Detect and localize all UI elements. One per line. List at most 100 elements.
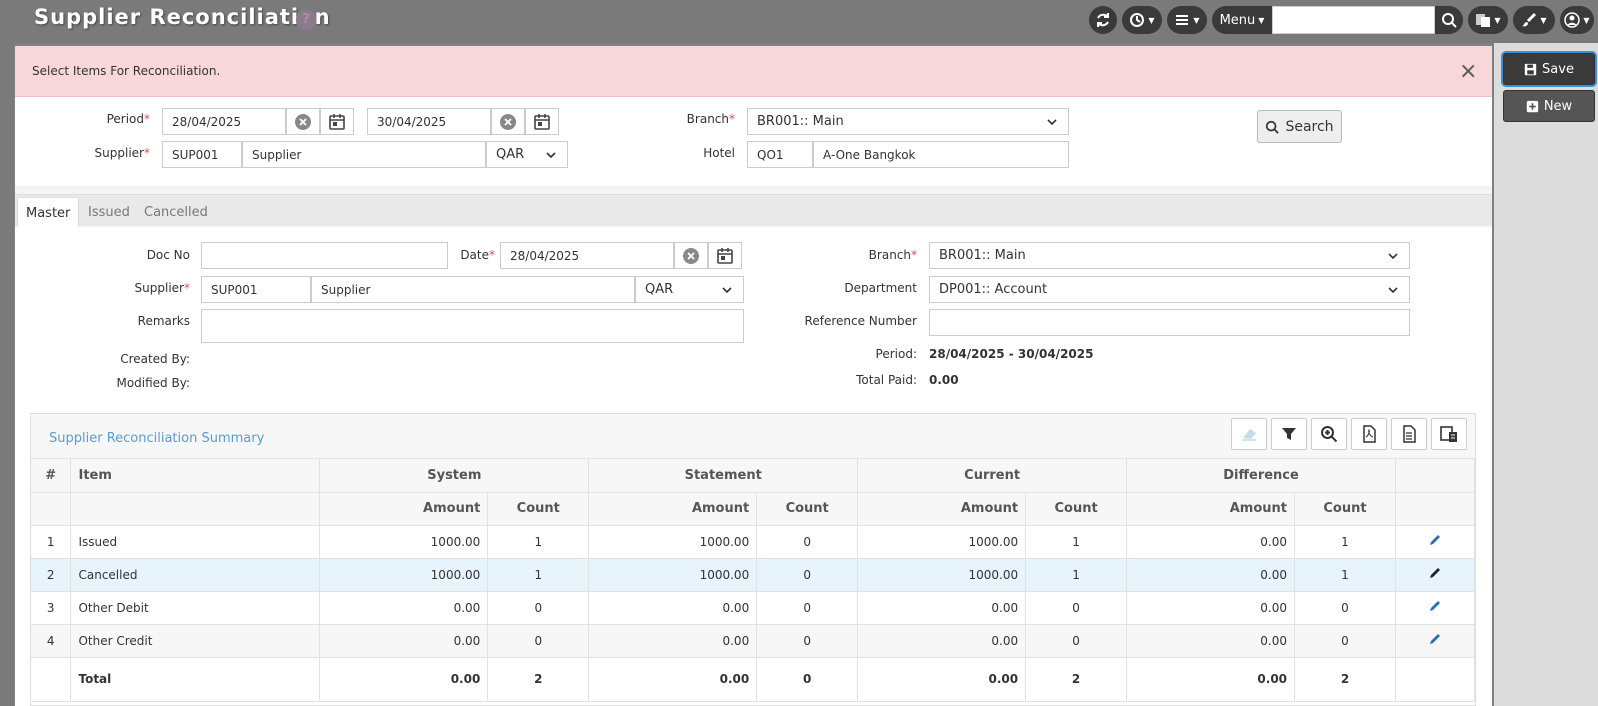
export-csv-button[interactable] bbox=[1391, 418, 1427, 450]
modified-by-label: Modified By: bbox=[116, 376, 190, 390]
export-pdf-button[interactable] bbox=[1351, 418, 1387, 450]
filter-button[interactable] bbox=[1271, 418, 1307, 450]
refresh-icon bbox=[1097, 13, 1109, 27]
edit-button[interactable] bbox=[1395, 624, 1476, 658]
department-select[interactable]: DP001:: Account bbox=[929, 276, 1410, 303]
period-filter-label: Period* bbox=[106, 112, 150, 126]
form-branch-select[interactable]: BR001:: Main bbox=[929, 242, 1410, 269]
new-button[interactable]: New bbox=[1503, 90, 1595, 122]
clear-date-button[interactable] bbox=[674, 242, 708, 269]
branch-filter-select[interactable]: BR001:: Main bbox=[747, 108, 1069, 135]
search-icon bbox=[1442, 13, 1457, 28]
edit-button[interactable] bbox=[1395, 591, 1476, 625]
total-current-amount: 0.00 bbox=[857, 657, 1027, 702]
row-item: Other Credit bbox=[70, 624, 321, 658]
statement-amount: 0.00 bbox=[588, 591, 758, 625]
statement-count: 0 bbox=[756, 525, 859, 559]
zoom-button[interactable] bbox=[1311, 418, 1347, 450]
remarks-textarea[interactable] bbox=[201, 309, 744, 343]
history-icon bbox=[1130, 13, 1145, 27]
close-icon[interactable]: × bbox=[1459, 59, 1478, 84]
refresh-button[interactable] bbox=[1089, 6, 1117, 34]
calendar-from-button[interactable] bbox=[320, 108, 354, 135]
search-button[interactable]: Search bbox=[1257, 110, 1342, 143]
col-statement-header: Statement bbox=[588, 459, 859, 493]
currency-select[interactable]: QAR bbox=[486, 141, 568, 168]
help-icon[interactable]: ? bbox=[296, 10, 316, 30]
tab-issued[interactable]: Issued bbox=[88, 205, 130, 220]
chevron-down-icon bbox=[1388, 252, 1398, 259]
system-amount: 0.00 bbox=[319, 624, 489, 658]
table-row[interactable]: 1 Issued 1000.00 1 1000.00 0 1000.00 1 0… bbox=[31, 525, 1476, 559]
form-supplier-name-input[interactable]: Supplier bbox=[311, 276, 635, 303]
row-num: 3 bbox=[31, 591, 72, 625]
table-total-row: Total 0.00 2 0.00 0 0.00 2 0.00 2 bbox=[31, 657, 1476, 702]
branch-filter-value: BR001:: Main bbox=[757, 114, 844, 129]
total-blank bbox=[31, 657, 72, 702]
current-amount-header: Amount bbox=[857, 492, 1027, 526]
table-row[interactable]: 4 Other Credit 0.00 0 0.00 0 0.00 0 0.00… bbox=[31, 624, 1476, 658]
supplier-code-input[interactable]: SUP001 bbox=[162, 141, 242, 168]
language-button[interactable]: ▼ bbox=[1468, 6, 1508, 34]
supplier-name-input[interactable]: Supplier bbox=[242, 141, 486, 168]
form-currency-select[interactable]: QAR bbox=[635, 276, 744, 303]
global-search-button[interactable] bbox=[1435, 6, 1463, 34]
clear-from-button[interactable] bbox=[286, 108, 320, 135]
doc-no-label: Doc No bbox=[146, 248, 190, 262]
table-row[interactable]: 3 Other Debit 0.00 0 0.00 0 0.00 0 0.00 … bbox=[31, 591, 1476, 625]
date-input[interactable]: 28/04/2025 bbox=[500, 242, 674, 269]
row-item: Cancelled bbox=[70, 558, 321, 592]
zoom-in-icon bbox=[1321, 426, 1338, 443]
clear-to-button[interactable] bbox=[491, 108, 525, 135]
save-label: Save bbox=[1542, 61, 1574, 77]
clear-filter-button[interactable] bbox=[1231, 418, 1267, 450]
blank-header bbox=[1395, 492, 1476, 526]
left-gutter bbox=[0, 43, 14, 706]
calendar-date-button[interactable] bbox=[708, 242, 742, 269]
total-difference-amount: 0.00 bbox=[1126, 657, 1296, 702]
hotel-code-input[interactable]: QO1 bbox=[747, 141, 813, 168]
department-label: Department bbox=[844, 281, 917, 295]
list-menu-button[interactable]: ▼ bbox=[1167, 6, 1207, 34]
calendar-to-button[interactable] bbox=[525, 108, 559, 135]
row-num: 4 bbox=[31, 624, 72, 658]
tab-cancelled[interactable]: Cancelled bbox=[144, 205, 208, 220]
theme-button[interactable]: ▼ bbox=[1513, 6, 1555, 34]
difference-count: 0 bbox=[1294, 591, 1396, 625]
row-num: 2 bbox=[31, 558, 72, 592]
edit-button[interactable] bbox=[1395, 525, 1476, 559]
difference-count: 1 bbox=[1294, 558, 1396, 592]
total-system-amount: 0.00 bbox=[319, 657, 489, 702]
user-profile-button[interactable]: ▼ bbox=[1560, 6, 1594, 34]
current-amount: 0.00 bbox=[857, 591, 1027, 625]
table-row[interactable]: 2 Cancelled 1000.00 1 1000.00 0 1000.00 … bbox=[31, 558, 1476, 592]
main-menu-button[interactable]: Menu ▼ bbox=[1212, 6, 1272, 34]
tab-master[interactable]: Master bbox=[17, 197, 80, 228]
global-search-input[interactable] bbox=[1272, 6, 1435, 34]
save-button[interactable]: Save bbox=[1503, 53, 1595, 85]
doc-no-input[interactable] bbox=[201, 242, 448, 269]
calendar-icon bbox=[534, 113, 550, 130]
summary-table: # Item System Statement Current Differen… bbox=[31, 459, 1476, 702]
pencil-icon bbox=[1429, 568, 1440, 578]
user-icon bbox=[1564, 12, 1581, 28]
branch-filter-label: Branch* bbox=[686, 112, 735, 126]
statement-amount-header: Amount bbox=[588, 492, 758, 526]
period-to-input[interactable]: 30/04/2025 bbox=[367, 108, 491, 135]
row-item: Issued bbox=[70, 525, 321, 559]
total-paid-value: 0.00 bbox=[929, 373, 959, 387]
columns-button[interactable] bbox=[1431, 418, 1467, 450]
columns-icon bbox=[1440, 426, 1457, 442]
system-count-header: Count bbox=[487, 492, 590, 526]
period-from-input[interactable]: 28/04/2025 bbox=[162, 108, 286, 135]
reference-number-input[interactable] bbox=[929, 309, 1410, 336]
total-paid-label: Total Paid: bbox=[856, 373, 917, 387]
eraser-icon bbox=[1242, 429, 1256, 441]
edit-button[interactable] bbox=[1395, 558, 1476, 592]
translate-icon bbox=[1476, 14, 1491, 27]
history-button[interactable]: ▼ bbox=[1122, 6, 1162, 34]
hotel-name-input[interactable]: A-One Bangkok bbox=[813, 141, 1069, 168]
calendar-icon bbox=[717, 247, 733, 264]
period-info-label: Period: bbox=[875, 347, 917, 361]
form-supplier-code-input[interactable]: SUP001 bbox=[201, 276, 311, 303]
